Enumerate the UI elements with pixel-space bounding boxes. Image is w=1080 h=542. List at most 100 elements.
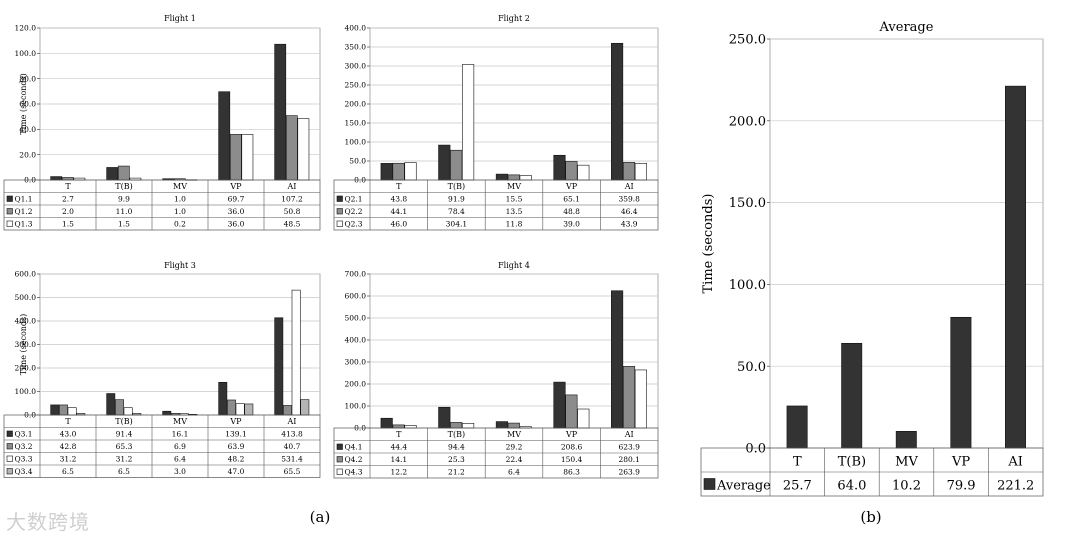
data-value: 69.7 xyxy=(228,195,245,204)
data-value: 36.0 xyxy=(228,207,245,216)
y-tick-label: 100.0 xyxy=(729,278,766,293)
data-table xyxy=(3,414,321,478)
category-label: T xyxy=(65,182,71,191)
data-value: 359.8 xyxy=(618,195,640,204)
data-value: 47.0 xyxy=(228,467,245,476)
data-value: 15.5 xyxy=(506,195,523,204)
bar-q3-3-vp xyxy=(235,403,245,416)
data-value: 43.8 xyxy=(390,195,407,204)
bar-average-mv xyxy=(895,431,917,449)
category-label: AI xyxy=(624,430,634,439)
data-value: 1.0 xyxy=(174,207,186,216)
category-label: MV xyxy=(507,430,521,439)
y-tick-label: 100.0 xyxy=(15,49,37,58)
data-value: 6.9 xyxy=(174,442,186,451)
y-tick-label: 20.0 xyxy=(19,150,36,159)
data-value: 46.0 xyxy=(390,220,407,229)
data-value: 11.8 xyxy=(506,220,523,229)
data-value: 50.8 xyxy=(284,207,301,216)
legend-label: Q3.2 xyxy=(15,442,33,451)
legend-swatch xyxy=(6,430,13,437)
bar-q3-4-vp xyxy=(244,403,254,416)
bar-q2-3-t xyxy=(404,162,417,181)
y-tick-label: 80.0 xyxy=(19,74,36,83)
y-tick-label: 600.0 xyxy=(15,270,37,279)
bar-q2-1-vp xyxy=(553,154,566,181)
bar-q4-3-ai xyxy=(634,369,647,429)
data-value: 65.3 xyxy=(116,442,133,451)
category-label: T(B) xyxy=(115,182,132,191)
data-value: 150.4 xyxy=(561,455,583,464)
bar-q3-1-ai xyxy=(274,317,284,416)
data-value: 1.5 xyxy=(62,220,74,229)
legend-swatch xyxy=(336,208,343,215)
bar-q3-3-t xyxy=(67,407,77,416)
data-value: 48.2 xyxy=(228,455,245,464)
legend-swatch xyxy=(6,220,13,227)
bar-q4-3-t xyxy=(404,425,417,429)
legend-swatch xyxy=(6,443,13,450)
bar-average-t xyxy=(786,405,808,449)
data-value: 139.1 xyxy=(225,430,246,439)
data-value: 531.4 xyxy=(281,455,303,464)
data-value: 6.4 xyxy=(174,455,186,464)
data-value: 6.4 xyxy=(508,468,520,477)
chart-title: Flight 3 xyxy=(164,261,196,270)
category-label: AI xyxy=(624,182,634,191)
legend-swatch xyxy=(336,195,343,202)
data-value: 48.5 xyxy=(284,220,301,229)
legend-swatch xyxy=(6,455,13,462)
data-value: 44.1 xyxy=(390,207,407,216)
data-value: 79.9 xyxy=(947,478,976,493)
category-label: VP xyxy=(565,430,578,439)
data-value: 208.6 xyxy=(561,443,583,452)
data-value: 36.0 xyxy=(228,220,245,229)
bar-q2-3-mv xyxy=(519,175,532,181)
y-tick-label: 50.0 xyxy=(737,360,766,375)
bar-q1-3-vp xyxy=(241,134,254,181)
data-value: 1.5 xyxy=(118,220,130,229)
y-tick-label: 0.0 xyxy=(745,442,766,457)
data-value: 304.1 xyxy=(446,220,467,229)
y-tick-label: 700.0 xyxy=(345,270,367,279)
legend-swatch xyxy=(336,220,343,227)
bar-q4-2-vp xyxy=(565,394,578,429)
category-label: AI xyxy=(1007,454,1023,469)
legend-label: Q4.2 xyxy=(345,455,363,464)
bar-q2-1-tb xyxy=(438,144,451,181)
data-value: 9.9 xyxy=(118,195,130,204)
y-tick-label: 100.0 xyxy=(15,387,37,396)
category-label: T(B) xyxy=(115,417,132,426)
bar-q2-1-ai xyxy=(611,42,624,181)
bar-average-vp xyxy=(950,316,972,449)
bar-q3-3-tb xyxy=(123,407,133,416)
data-value: 413.8 xyxy=(281,430,303,439)
bar-q2-1-mv xyxy=(495,173,508,181)
data-value: 31.2 xyxy=(116,455,133,464)
category-label: MV xyxy=(895,454,918,469)
y-tick-label: 300.0 xyxy=(15,340,37,349)
y-tick-label: 100.0 xyxy=(345,138,367,147)
data-value: 65.5 xyxy=(284,467,301,476)
category-label: MV xyxy=(507,182,521,191)
category-label: T(B) xyxy=(448,430,465,439)
data-value: 94.4 xyxy=(448,443,465,452)
bar-q2-2-tb xyxy=(450,149,463,181)
bar-q2-2-mv xyxy=(507,174,520,181)
y-tick-label: 50.0 xyxy=(349,157,366,166)
bar-q3-2-t xyxy=(59,404,68,416)
watermark: 大数跨境 xyxy=(6,510,90,534)
data-value: 221.2 xyxy=(997,478,1034,493)
legend-label: Average xyxy=(716,478,771,493)
category-label: VP xyxy=(565,182,578,191)
bar-q4-3-tb xyxy=(462,423,475,429)
bar-q4-1-vp xyxy=(553,381,566,429)
legend-label: Q3.1 xyxy=(15,430,33,439)
y-axis-label: Time (seconds) xyxy=(701,194,716,294)
category-label: T(B) xyxy=(838,454,866,469)
data-value: 2.0 xyxy=(62,207,74,216)
bar-q4-1-tb xyxy=(438,406,451,429)
bar-q3-3-ai xyxy=(291,289,301,416)
